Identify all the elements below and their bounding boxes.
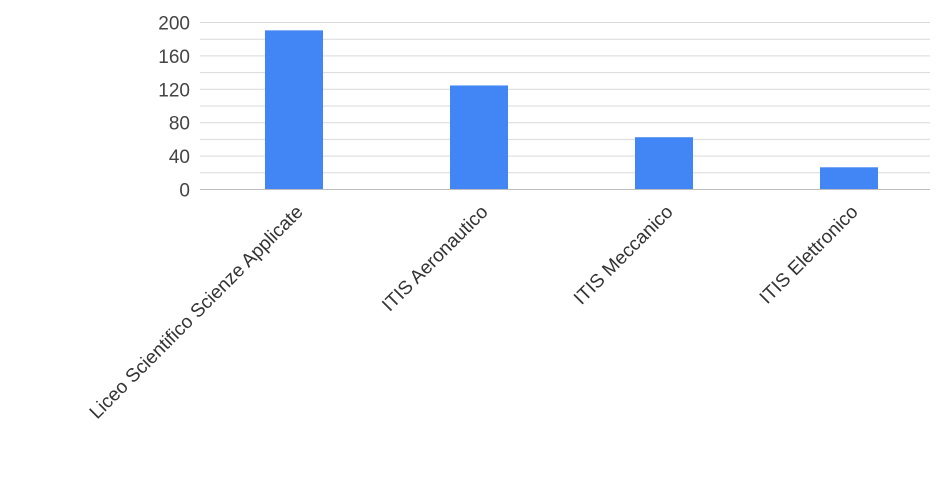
x-category-label: ITIS Aeronautico <box>378 202 492 316</box>
bar <box>635 137 693 189</box>
x-category-label: ITIS Meccanico <box>570 202 677 309</box>
y-tick-label: 80 <box>169 114 190 135</box>
y-tick-label: 0 <box>179 181 190 202</box>
bar <box>265 30 323 189</box>
bars <box>265 30 878 189</box>
bar <box>450 85 508 189</box>
x-category-label: Liceo Scientifico Scienze Applicate <box>86 202 308 424</box>
y-axis-tick-labels: 0 40 80 120 160 200 <box>158 14 190 202</box>
x-category-label: ITIS Elettronico <box>756 202 863 309</box>
y-tick-label: 160 <box>158 47 190 68</box>
y-tick-label: 120 <box>158 80 190 101</box>
bar <box>820 167 878 189</box>
y-tick-label: 40 <box>169 147 190 168</box>
y-tick-label: 200 <box>158 14 190 35</box>
x-axis-category-labels: Liceo Scientifico Scienze Applicate ITIS … <box>86 202 863 424</box>
